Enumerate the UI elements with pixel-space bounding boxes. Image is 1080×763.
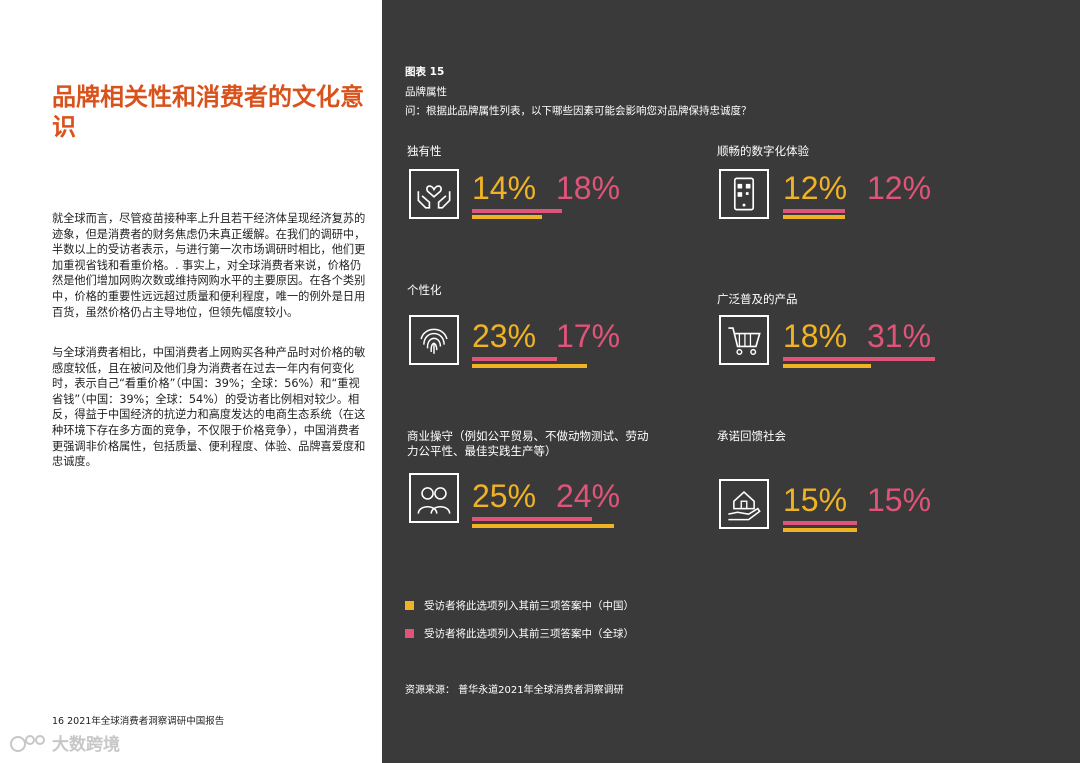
china-percent-digital-experience: 12% — [783, 170, 848, 206]
shopping-cart-icon — [719, 315, 769, 365]
global-percent-digital-experience: 12% — [867, 170, 932, 206]
china-bar-uniqueness — [472, 215, 542, 219]
legend-swatch-china — [405, 601, 414, 610]
global-percent-personalization: 17% — [556, 318, 621, 354]
phone-qr-icon — [719, 169, 769, 219]
china-percent-give-back: 15% — [783, 482, 848, 518]
global-bar-give-back — [783, 521, 857, 525]
global-percent-wide-availability: 31% — [867, 318, 932, 354]
legend-label-china: 受访者将此选项列入其前三项答案中（中国） — [424, 600, 634, 612]
body-paragraph-1: 就全球而言，尽管疫苗接种率上升且若干经济体呈现经济复苏的迹象，但是消费者的财务焦… — [52, 212, 366, 319]
figure-panel — [382, 0, 1080, 763]
house-hand-icon — [719, 479, 769, 529]
figure-question: 问：根据此品牌属性列表，以下哪些因素可能会影响您对品牌保持忠诚度？ — [405, 105, 752, 117]
global-bar-uniqueness — [472, 209, 562, 213]
attribute-label-give-back: 承诺回馈社会 — [717, 429, 786, 443]
attribute-label-business-ethics-line-2: 力公平性、最佳实践生产等） — [407, 444, 557, 458]
attribute-label-business-ethics-line-1: 商业操守（例如公平贸易、不做动物测试、劳动 — [407, 429, 649, 443]
source-note: 资源来源： 普华永道2021年全球消费者洞察调研 — [405, 685, 624, 696]
global-bar-personalization — [472, 357, 557, 361]
attribute-label-digital-experience: 顺畅的数字化体验 — [717, 144, 809, 158]
fingerprint-icon — [409, 315, 459, 365]
china-bar-business-ethics — [472, 524, 614, 528]
legend-global: 受访者将此选项列入其前三项答案中（全球） — [405, 626, 634, 641]
watermark-logo-icon — [10, 734, 45, 752]
text-column: 品牌相关性和消费者的文化意识 就全球而言，尽管疫苗接种率上升且若干经济体呈现经济… — [0, 0, 382, 763]
global-bar-digital-experience — [783, 209, 845, 213]
page-title: 品牌相关性和消费者的文化意识 — [52, 83, 364, 141]
global-percent-give-back: 15% — [867, 482, 932, 518]
china-percent-uniqueness: 14% — [472, 170, 537, 206]
china-percent-wide-availability: 18% — [783, 318, 848, 354]
figure-number: 图表 15 — [405, 66, 445, 78]
legend-swatch-global — [405, 629, 414, 638]
attribute-label-wide-availability: 广泛普及的产品 — [717, 292, 798, 306]
attribute-label-business-ethics: 商业操守（例如公平贸易、不做动物测试、劳动 力公平性、最佳实践生产等） — [407, 429, 649, 459]
china-bar-give-back — [783, 528, 857, 532]
global-percent-business-ethics: 24% — [556, 478, 621, 514]
body-paragraph-2: 与全球消费者相比，中国消费者上网购买各种产品时对价格的敏感度较低，且在被问及他们… — [52, 346, 366, 469]
global-bar-wide-availability — [783, 357, 935, 361]
china-bar-digital-experience — [783, 215, 845, 219]
legend-china: 受访者将此选项列入其前三项答案中（中国） — [405, 598, 634, 613]
china-bar-wide-availability — [783, 364, 871, 368]
watermark-text: 大数跨境 — [52, 735, 120, 755]
global-percent-uniqueness: 18% — [556, 170, 621, 206]
people-icon — [409, 473, 459, 523]
watermark: 大数跨境 — [8, 730, 120, 755]
china-percent-personalization: 23% — [472, 318, 537, 354]
heart-hands-icon — [409, 169, 459, 219]
global-bar-business-ethics — [472, 517, 592, 521]
china-percent-business-ethics: 25% — [472, 478, 537, 514]
figure-title: 品牌属性 — [405, 86, 447, 98]
attribute-label-personalization: 个性化 — [407, 283, 442, 297]
china-bar-personalization — [472, 364, 587, 368]
page-footer: 16 2021年全球消费者洞察调研中国报告 — [52, 716, 225, 727]
attribute-label-uniqueness: 独有性 — [407, 144, 442, 158]
legend-label-global: 受访者将此选项列入其前三项答案中（全球） — [424, 628, 634, 640]
